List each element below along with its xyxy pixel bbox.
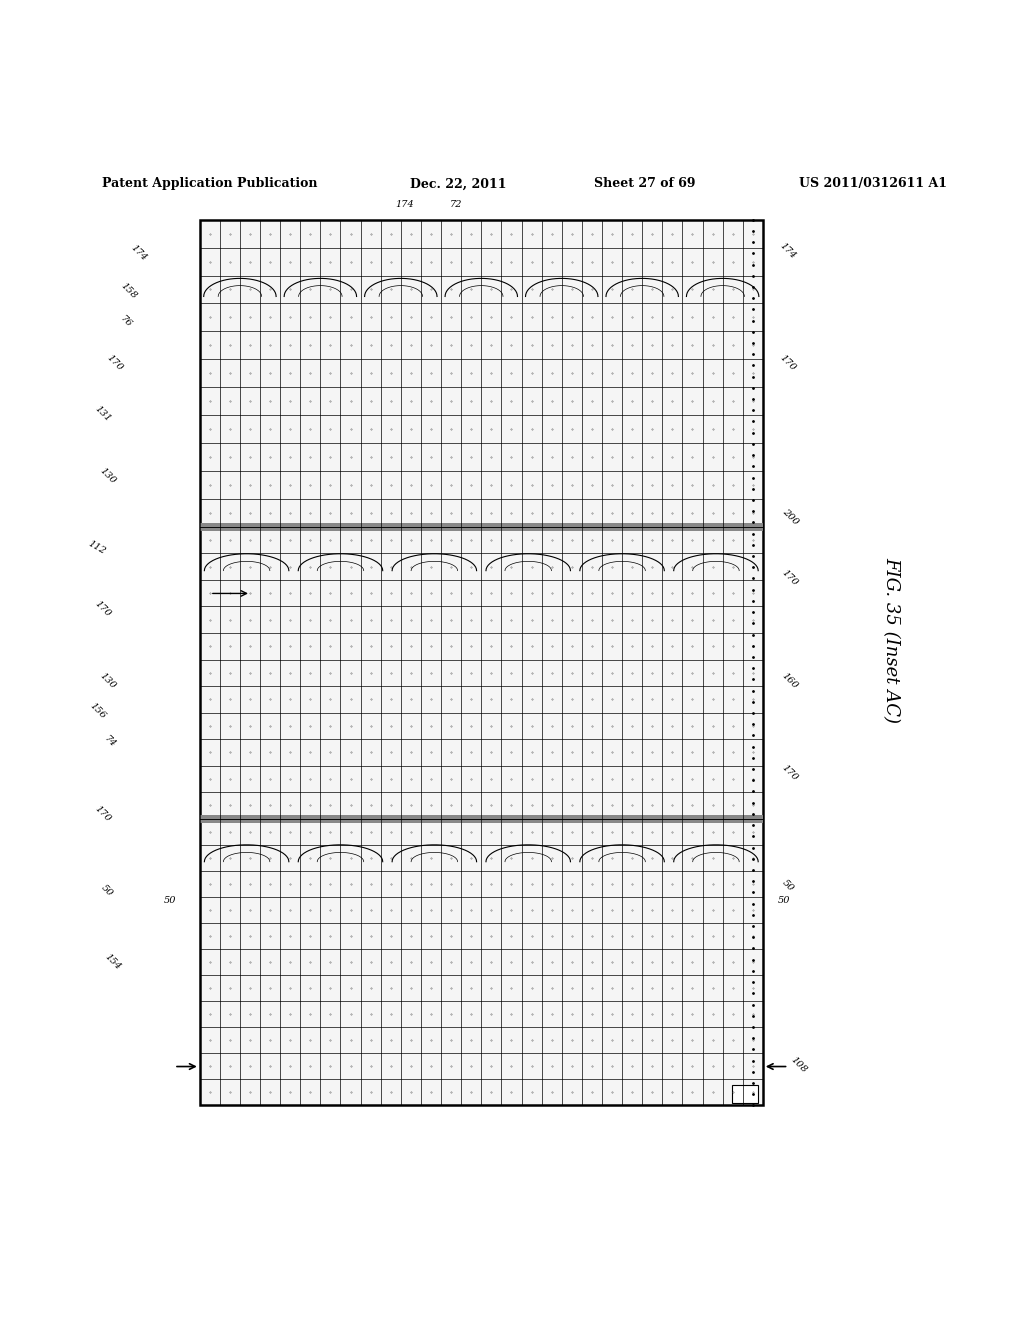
Bar (200, 219, 763, 1105)
Text: 130: 130 (98, 466, 118, 486)
Text: 170: 170 (780, 569, 800, 587)
Text: 174: 174 (395, 201, 414, 210)
Text: Dec. 22, 2011: Dec. 22, 2011 (410, 177, 506, 190)
Text: 154: 154 (103, 952, 123, 972)
Text: 50: 50 (164, 896, 176, 906)
Text: 174: 174 (778, 240, 798, 260)
Text: 170: 170 (780, 763, 800, 783)
Text: 50: 50 (780, 878, 796, 892)
Text: 156: 156 (88, 701, 108, 721)
Text: 76: 76 (118, 314, 133, 330)
Text: 170: 170 (778, 354, 798, 372)
Text: 174: 174 (129, 243, 148, 263)
Bar (200, 814, 763, 822)
Text: 74: 74 (102, 734, 118, 750)
Text: Sheet 27 of 69: Sheet 27 of 69 (594, 177, 695, 190)
Bar (732, 1085, 758, 1104)
Text: 158: 158 (119, 281, 138, 301)
Bar (200, 523, 763, 531)
Text: Patent Application Publication: Patent Application Publication (102, 177, 317, 190)
Text: 108: 108 (788, 1055, 808, 1074)
Text: FIG. 35 (Inset AC): FIG. 35 (Inset AC) (882, 557, 900, 722)
Text: 112: 112 (87, 539, 108, 556)
Text: 160: 160 (780, 671, 800, 690)
Text: 200: 200 (780, 507, 800, 527)
Text: 130: 130 (98, 671, 118, 690)
Text: 131: 131 (93, 404, 113, 424)
Text: 170: 170 (93, 599, 113, 619)
Text: US 2011/0312611 A1: US 2011/0312611 A1 (799, 177, 947, 190)
Text: 170: 170 (105, 354, 125, 372)
Text: 170: 170 (93, 804, 113, 824)
Text: 50: 50 (99, 883, 115, 898)
Text: 50: 50 (778, 896, 791, 906)
Text: 72: 72 (450, 201, 462, 210)
